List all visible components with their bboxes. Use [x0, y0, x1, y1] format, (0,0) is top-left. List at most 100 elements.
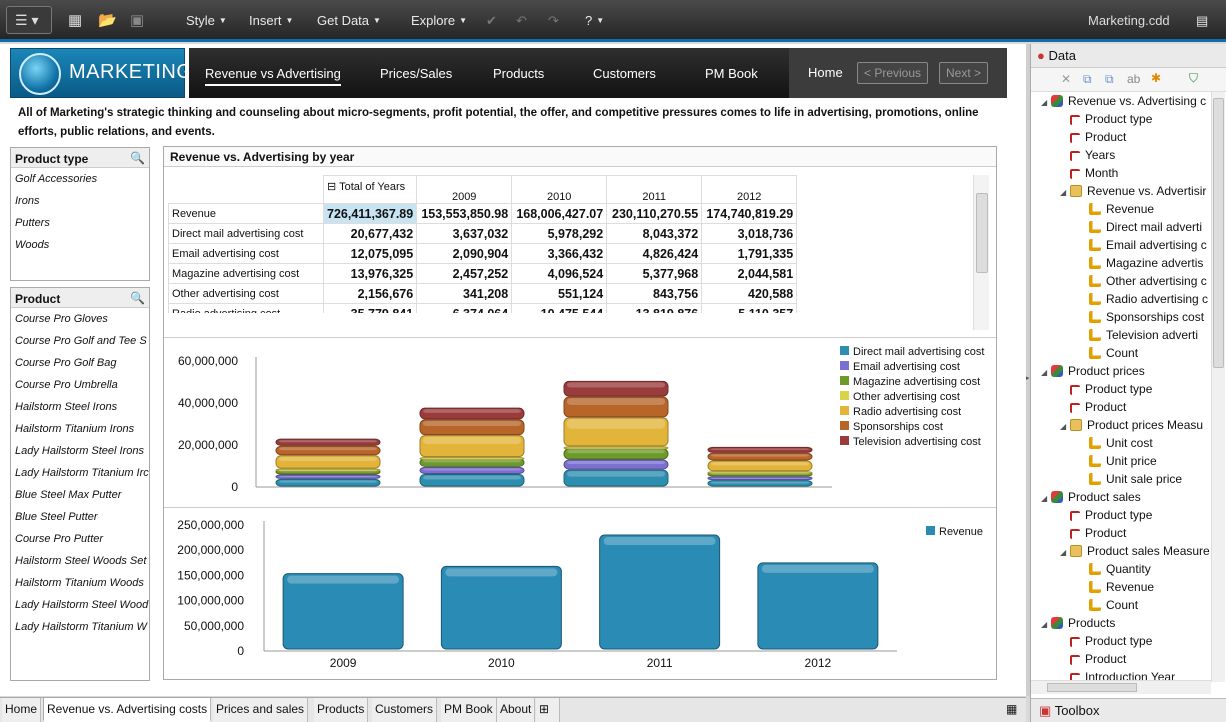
stacked-bar-segment[interactable] — [707, 452, 813, 461]
tree-node[interactable]: Product — [1060, 524, 1126, 542]
add-sheet-icon[interactable]: ⊞ — [536, 698, 560, 722]
filter-item[interactable]: Hailstorm Steel Woods Set — [15, 555, 147, 567]
tree-node[interactable]: Introduction Year — [1060, 668, 1175, 680]
filter-item[interactable]: Blue Steel Max Putter — [15, 489, 122, 501]
table-cell[interactable]: 4,096,524 — [511, 263, 608, 284]
tree-vertical-scrollbar[interactable] — [1211, 92, 1225, 682]
home-link[interactable]: Home — [808, 65, 843, 80]
revenue-bar[interactable] — [599, 534, 721, 650]
redo-icon[interactable]: ↷ — [548, 13, 559, 28]
table-cell[interactable]: 13,819,876 — [606, 303, 703, 313]
stacked-bar-segment[interactable] — [419, 466, 525, 474]
sheet-tab-prices-and-sales[interactable]: Prices and sales — [213, 698, 309, 722]
tree-node[interactable]: Direct mail adverti — [1079, 218, 1202, 236]
stacked-bar-segment[interactable] — [563, 396, 669, 418]
stacked-bar-segment[interactable] — [419, 419, 525, 436]
year-header[interactable]: 2009 — [416, 175, 513, 204]
expand-arrow-icon[interactable]: ◢ — [1041, 620, 1048, 629]
table-cell[interactable]: 153,553,850.98 — [416, 203, 513, 224]
filter-item[interactable]: Lady Hailstorm Steel Irons — [15, 445, 144, 457]
stacked-bar-segment[interactable] — [563, 469, 669, 487]
filter-item[interactable]: Putters — [15, 217, 50, 229]
table-cell[interactable]: 726,411,367.89 — [322, 203, 418, 224]
stacked-bar-segment[interactable] — [275, 468, 381, 472]
year-header[interactable]: 2011 — [606, 175, 703, 204]
table-cell[interactable]: 168,006,427.07 — [511, 203, 608, 224]
stacked-bar-segment[interactable] — [419, 473, 525, 487]
table-cell[interactable]: 5,110,357 — [701, 303, 798, 313]
stacked-bar-segment[interactable] — [275, 438, 381, 446]
table-cell[interactable]: 3,637,032 — [416, 223, 513, 244]
year-header[interactable]: 2012 — [701, 175, 798, 204]
revenue-bar[interactable] — [757, 562, 879, 650]
tree-node[interactable]: ◢ Product sales — [1041, 488, 1141, 506]
tree-node[interactable]: Sponsorships cost — [1079, 308, 1204, 326]
tab-prices-sales[interactable]: Prices/Sales — [380, 66, 453, 81]
panel-splitter[interactable]: ▸ — [1026, 44, 1030, 696]
stacked-bar-segment[interactable] — [419, 407, 525, 420]
expand-arrow-icon[interactable]: ◢ — [1041, 494, 1048, 503]
tab-customers[interactable]: Customers — [593, 66, 656, 81]
tree-horizontal-scrollbar[interactable] — [1031, 680, 1211, 694]
next-button[interactable]: Next > — [939, 62, 989, 84]
toolbox-header[interactable]: ▣ Toolbox — [1031, 698, 1226, 722]
tree-node[interactable]: Radio advertising c — [1079, 290, 1208, 308]
filter-item[interactable]: Golf Accessories — [15, 173, 98, 185]
table-cell[interactable]: 3,366,432 — [511, 243, 608, 264]
filter-item[interactable]: Course Pro Golf and Tee S — [15, 335, 147, 347]
tree-node[interactable]: Unit sale price — [1079, 470, 1182, 488]
stacked-bar-segment[interactable] — [275, 455, 381, 469]
row-label[interactable]: Other advertising cost — [168, 283, 324, 304]
sheet-tab-about[interactable]: About — [497, 698, 536, 722]
table-scrollbar[interactable] — [973, 175, 989, 330]
tree-node[interactable]: ◢ Product prices — [1041, 362, 1145, 380]
previous-button[interactable]: < Previous — [857, 62, 929, 84]
search-icon[interactable]: 🔍 — [130, 151, 145, 165]
stacked-bar-segment[interactable] — [707, 471, 813, 475]
filter-item[interactable]: Irons — [15, 195, 40, 207]
row-label[interactable]: Revenue — [168, 203, 324, 224]
menu-get-data[interactable]: Get Data ▼ — [317, 13, 381, 28]
filter-item[interactable]: Course Pro Golf Bag — [15, 357, 117, 369]
help-icon[interactable]: ? ▼ — [585, 13, 605, 28]
table-cell[interactable]: 174,740,819.29 — [701, 203, 798, 224]
tree-node[interactable]: Revenue — [1079, 200, 1154, 218]
tree-node[interactable]: Magazine advertis — [1079, 254, 1203, 272]
calculate-icon[interactable]: ✱ — [1151, 71, 1162, 85]
menu-explore[interactable]: Explore ▼ — [411, 13, 467, 28]
row-label[interactable]: Email advertising cost — [168, 243, 324, 264]
tree-node[interactable]: Product type — [1060, 506, 1152, 524]
tree-node[interactable]: Quantity — [1079, 560, 1151, 578]
table-cell[interactable]: 6,374,064 — [416, 303, 513, 313]
table-cell[interactable]: 10,475,544 — [511, 303, 608, 313]
tree-node[interactable]: Other advertising c — [1079, 272, 1207, 290]
table-cell[interactable]: 3,018,736 — [701, 223, 798, 244]
table-cell[interactable]: 1,791,335 — [701, 243, 798, 264]
search-icon[interactable]: 🔍 — [130, 291, 145, 305]
sheet-tab-revenue-vs-advertising[interactable]: Revenue vs. Advertising costs — [43, 698, 212, 722]
expand-arrow-icon[interactable]: ◢ — [1060, 188, 1067, 197]
table-cell[interactable]: 341,208 — [416, 283, 513, 304]
table-cell[interactable]: 230,110,270.55 — [606, 203, 703, 224]
undo-icon[interactable]: ↶ — [516, 13, 527, 28]
table-cell[interactable]: 843,756 — [606, 283, 703, 304]
table-cell[interactable]: 5,377,968 — [606, 263, 703, 284]
tree-node[interactable]: ◢ Revenue vs. Advertising c — [1041, 92, 1206, 110]
table-cell[interactable]: 20,677,432 — [322, 223, 418, 244]
row-label[interactable]: Direct mail advertising cost — [168, 223, 324, 244]
stacked-bar-segment[interactable] — [563, 417, 669, 447]
filter-item[interactable]: Woods — [15, 239, 50, 251]
grid-view-icon[interactable]: ▦ — [1006, 702, 1018, 716]
paste-icon[interactable]: ⧉ — [1105, 72, 1114, 86]
expand-arrow-icon[interactable]: ◢ — [1041, 368, 1048, 377]
table-cell[interactable]: 2,044,581 — [701, 263, 798, 284]
menu-style[interactable]: Style ▼ — [186, 13, 227, 28]
filter-item[interactable]: Course Pro Umbrella — [15, 379, 118, 391]
expand-arrow-icon[interactable]: ◢ — [1060, 548, 1067, 557]
delete-icon[interactable]: ✕ — [1061, 72, 1072, 86]
table-cell[interactable]: 5,978,292 — [511, 223, 608, 244]
stacked-bar-segment[interactable] — [419, 457, 525, 461]
stacked-bar-segment[interactable] — [275, 478, 381, 487]
tree-node[interactable]: ◢ Product sales Measure — [1060, 542, 1210, 560]
table-cell[interactable]: 420,588 — [701, 283, 798, 304]
